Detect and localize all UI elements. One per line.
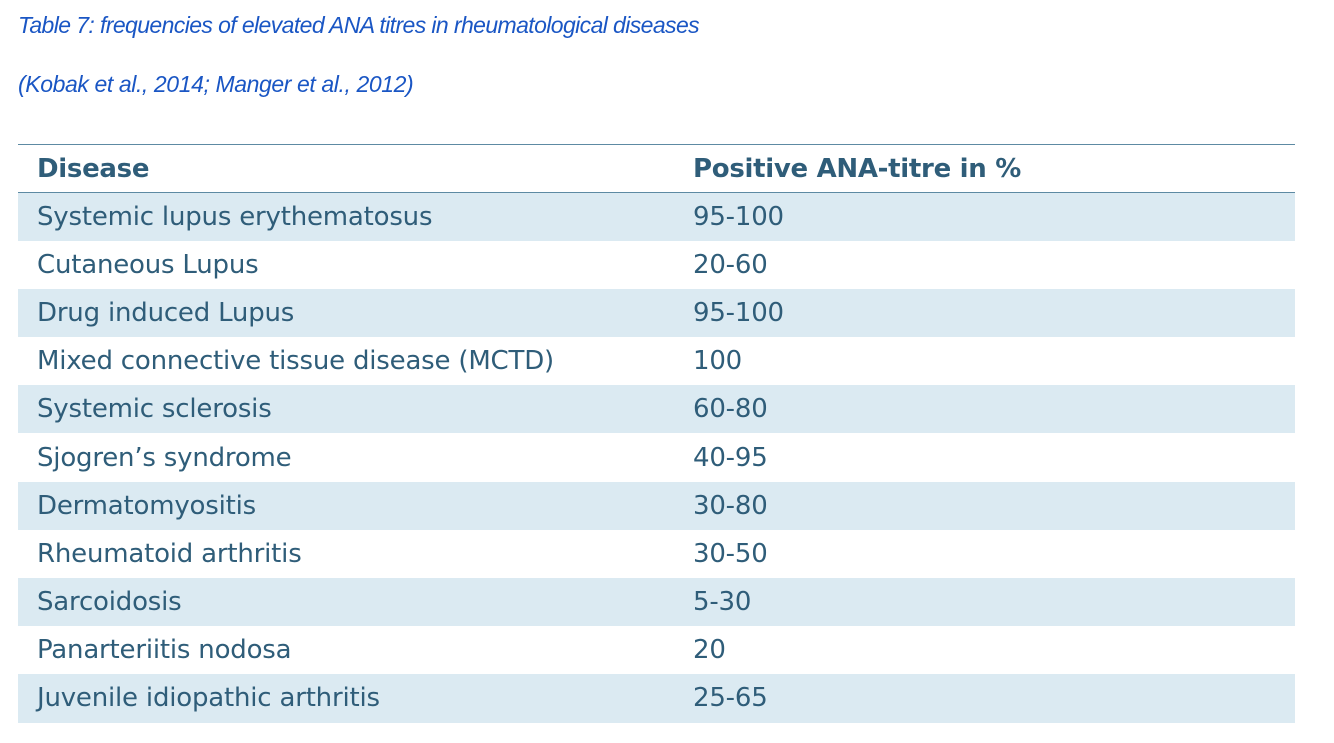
header-row: Disease Positive ANA-titre in % [18,144,1295,193]
value-cell: 100 [693,346,743,377]
ana-frequency-table: Disease Positive ANA-titre in % Systemic… [18,144,1295,723]
value-cell: 95-100 [693,201,784,232]
disease-cell: Drug induced Lupus [37,297,295,328]
value-cell: 30-80 [693,490,768,521]
value-cell: 20 [693,635,726,666]
table-row: Rheumatoid arthritis 30-50 [18,529,1295,578]
value-cell: 20-60 [693,249,768,280]
value-cell: 60-80 [693,394,768,425]
table-row: Cutaneous Lupus 20-60 [18,240,1295,289]
table-row: Systemic sclerosis 60-80 [18,385,1295,434]
disease-cell: Sjogren’s syndrome [37,442,292,473]
header-disease: Disease [18,144,674,193]
table-row: Dermatomyositis 30-80 [18,481,1295,530]
value-cell: 40-95 [693,442,768,473]
table-row: Drug induced Lupus 95-100 [18,288,1295,338]
disease-cell: Dermatomyositis [37,490,256,521]
table-row: Sjogren’s syndrome 40-95 [18,433,1295,482]
table-body: Systemic lupus erythematosus 95-100 Cuta… [18,192,1295,723]
table-header: Disease Positive ANA-titre in % [18,144,1295,193]
value-cell: 5-30 [693,587,752,618]
disease-cell: Cutaneous Lupus [37,249,259,280]
table-row: Panarteriitis nodosa 20 [18,626,1295,675]
disease-cell: Juvenile idiopathic arthritis [37,683,380,714]
disease-cell: Rheumatoid arthritis [37,538,302,569]
disease-cell: Sarcoidosis [37,587,182,618]
disease-cell: Panarteriitis nodosa [37,635,292,666]
value-cell: 30-50 [693,538,768,569]
table-row: Systemic lupus erythematosus 95-100 [18,192,1295,241]
table-source-citation: (Kobak et al., 2014; Manger et al., 2012… [18,71,414,97]
table-row: Mixed connective tissue disease (MCTD) 1… [18,337,1295,386]
disease-cell: Systemic lupus erythematosus [37,201,433,232]
header-positive-ana-titre: Positive ANA-titre in % [674,144,1295,193]
disease-cell: Systemic sclerosis [37,394,272,425]
value-cell: 25-65 [693,683,768,714]
table-caption: Table 7: frequencies of elevated ANA tit… [18,12,700,38]
disease-cell: Mixed connective tissue disease (MCTD) [37,346,554,377]
table-row: Juvenile idiopathic arthritis 25-65 [18,674,1295,723]
table-row: Sarcoidosis 5-30 [18,578,1295,627]
value-cell: 95-100 [693,297,784,328]
